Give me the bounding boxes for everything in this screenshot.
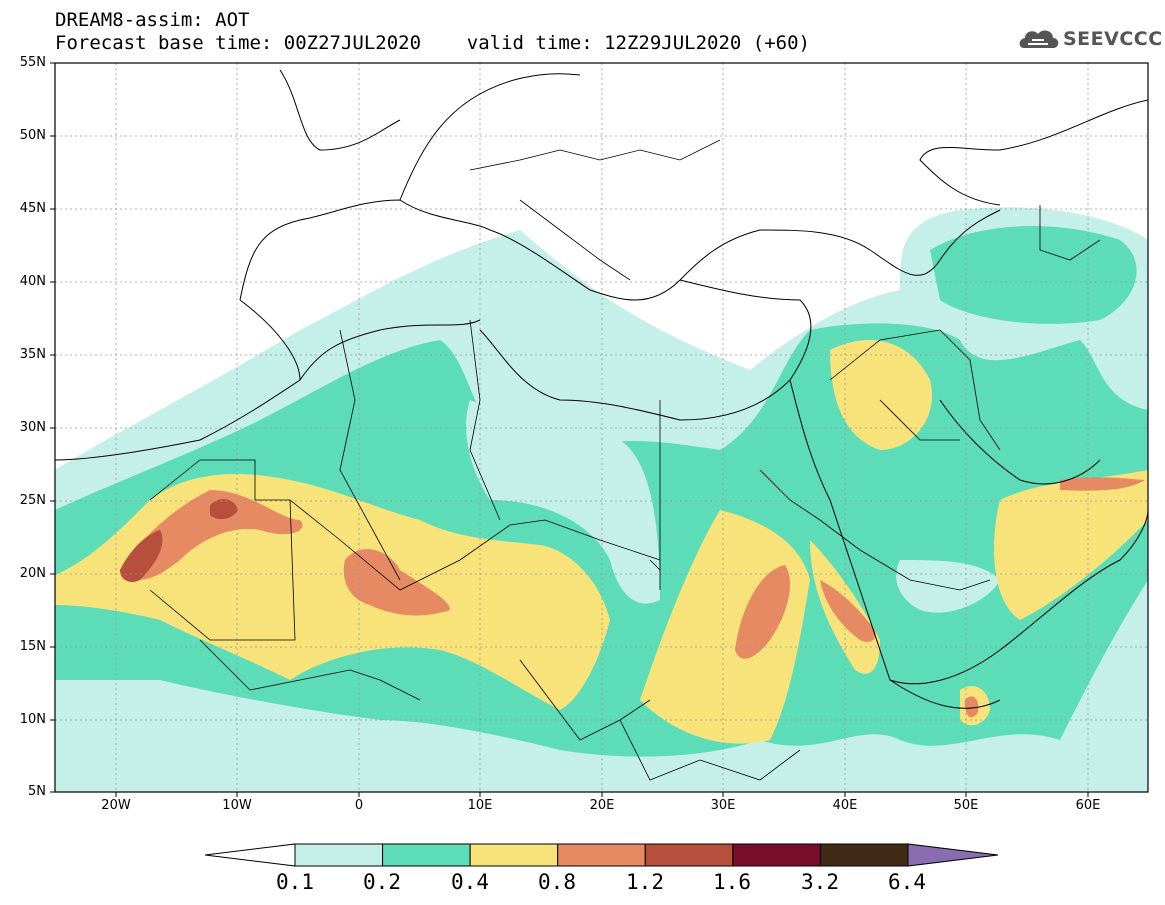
- aot-0-4-region: [994, 470, 1148, 620]
- lat-tick-label: 15N: [19, 639, 46, 654]
- colorbar-swatch: [732, 843, 821, 867]
- colorbar-level-label: 1.6: [713, 870, 751, 894]
- lat-tick-label: 30N: [19, 420, 46, 435]
- colorbar: [205, 843, 999, 867]
- aot-0-8-region: [1060, 477, 1145, 491]
- aot-1-2-region: [210, 498, 238, 520]
- lon-tick-label: 10W: [222, 798, 252, 813]
- lat-tick-label: 5N: [28, 784, 46, 799]
- colorbar-level-label: 0.2: [363, 870, 401, 894]
- coastlines: [55, 69, 1148, 709]
- lat-tick-label: 35N: [19, 347, 46, 362]
- lat-tick-label: 55N: [19, 55, 46, 70]
- colorbar-swatch: [382, 843, 471, 867]
- graticule: [55, 63, 1148, 792]
- colorbar-level-label: 0.1: [276, 870, 314, 894]
- lat-tick-label: 40N: [19, 274, 46, 289]
- colorbar-max-arrow: [907, 843, 999, 867]
- colorbar-level-label: 6.4: [888, 870, 926, 894]
- forecast-time-line: Forecast base time: 00Z27JUL2020 valid t…: [55, 32, 810, 54]
- aot-0-8-region: [820, 580, 876, 642]
- colorbar-swatch: [819, 843, 909, 867]
- logo-text: SEEVCCC: [1063, 28, 1163, 50]
- lon-tick-label: 40E: [832, 798, 858, 813]
- colorbar-level-label: 0.8: [538, 870, 576, 894]
- cloud-logo-icon: [1019, 30, 1059, 48]
- aot-0-1-region: [466, 400, 660, 604]
- colorbar-swatch: [557, 843, 646, 867]
- lon-tick-label: 30E: [710, 798, 736, 813]
- aot-0-8-region: [735, 565, 790, 659]
- axis-ticks: [50, 62, 1089, 797]
- aot-0-4-region: [830, 340, 932, 450]
- colorbar-level-label: 0.4: [451, 870, 489, 894]
- colorbar-level-label: 3.2: [801, 870, 839, 894]
- colorbar-min-arrow: [205, 843, 296, 867]
- lon-tick-label: 60E: [1075, 798, 1101, 813]
- aot-0-1-region: [896, 560, 1000, 613]
- lon-tick-label: 10E: [467, 798, 493, 813]
- country-borders: [149, 139, 1101, 781]
- aot-0-2-region: [930, 226, 1137, 324]
- lon-tick-label: 0: [354, 798, 364, 813]
- aot-0-8-region: [120, 490, 303, 580]
- aot-1-2-region: [120, 530, 163, 582]
- lon-tick-label: 50E: [953, 798, 979, 813]
- lat-tick-label: 20N: [19, 566, 46, 581]
- map-title: DREAM8-assim: AOT: [55, 9, 250, 31]
- lon-tick-label: 20E: [589, 798, 615, 813]
- lat-tick-label: 45N: [19, 201, 46, 216]
- aot-0-8-region: [964, 696, 979, 718]
- aot-0-4-region: [640, 510, 810, 744]
- colorbar-swatch: [469, 843, 559, 867]
- lon-tick-label: 20W: [101, 798, 131, 813]
- lat-tick-label: 10N: [19, 712, 46, 727]
- lat-tick-label: 25N: [19, 493, 46, 508]
- lat-tick-label: 50N: [19, 128, 46, 143]
- colorbar-level-label: 1.2: [626, 870, 664, 894]
- colorbar-swatch: [294, 843, 384, 867]
- colorbar-swatch: [644, 843, 734, 867]
